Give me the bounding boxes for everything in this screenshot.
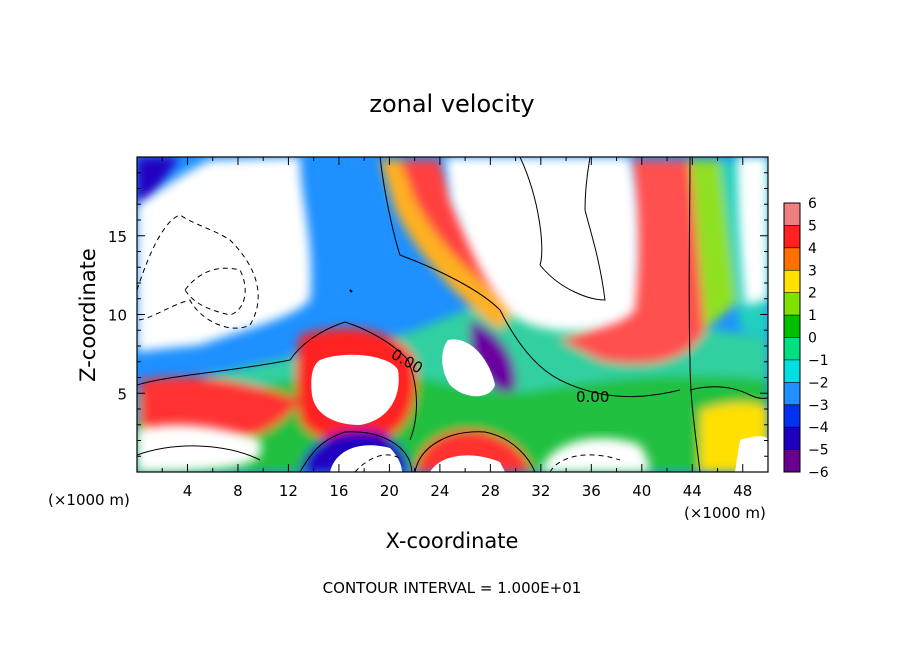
colorbar-swatch — [784, 427, 800, 451]
x-tick-label: 20 — [380, 482, 399, 500]
colorbar-swatch — [784, 359, 800, 383]
x-tick-label: 8 — [233, 482, 243, 500]
x-axis-label: X-coordinate — [386, 529, 519, 553]
colorbar-swatch — [784, 404, 800, 428]
chart-title: zonal velocity — [369, 90, 534, 118]
contour-lines — [137, 157, 768, 472]
colorbar: 6 5 4 3 2 1 0 −1 −2 −3 −4 −5 −6 — [783, 196, 829, 481]
dashed-contours — [137, 214, 621, 472]
x-tick-label: 40 — [632, 482, 651, 500]
colorbar-label: −6 — [808, 465, 829, 481]
y-tick-label: 15 — [108, 228, 127, 246]
colorbar-label: −4 — [808, 420, 829, 436]
colorbar-swatch — [784, 203, 800, 226]
x-tick-label: 12 — [279, 482, 298, 500]
colorbar-label: 2 — [808, 286, 817, 302]
x-multiplier-right: (×1000 m) — [684, 504, 766, 522]
colorbar-swatch — [784, 382, 800, 406]
colorbar-swatch — [784, 315, 800, 338]
x-tick-label: 24 — [430, 482, 449, 500]
x-tick-label: 44 — [683, 482, 702, 500]
x-axis: 4 8 12 16 20 24 28 32 36 40 44 48 — [161, 157, 752, 500]
x-tick-label: 36 — [582, 482, 601, 500]
x-tick-label: 32 — [531, 482, 550, 500]
colorbar-label: 1 — [808, 308, 817, 324]
colorbar-swatch — [784, 225, 800, 249]
colorbar-label: 4 — [808, 241, 817, 257]
x-tick-label: 16 — [329, 482, 348, 500]
colorbar-label: −3 — [808, 398, 829, 414]
x-multiplier-left: (×1000 m) — [48, 491, 130, 509]
colorbar-swatch — [784, 247, 800, 271]
y-tick-label: 10 — [108, 307, 127, 325]
colorbar-label: 3 — [808, 263, 817, 279]
colorbar-swatch — [784, 449, 800, 473]
colorbar-swatch — [784, 337, 800, 361]
x-tick-label: 4 — [183, 482, 193, 500]
colorbar-label: 6 — [808, 196, 817, 212]
colorbar-label: 5 — [808, 218, 817, 234]
contour-interval-note: CONTOUR INTERVAL = 1.000E+01 — [323, 579, 582, 597]
heatmap-field — [137, 157, 768, 472]
colorbar-label: −5 — [808, 443, 829, 459]
contour-label-2: 0.00 — [576, 388, 609, 406]
y-axis: 5 10 15 — [108, 172, 768, 457]
colorbar-swatch — [784, 292, 800, 316]
colorbar-label: −1 — [808, 353, 829, 369]
x-tick-label: 28 — [481, 482, 500, 500]
colorbar-label: −2 — [808, 375, 829, 391]
colorbar-swatch — [784, 270, 800, 294]
y-axis-label: Z-coordinate — [76, 248, 100, 382]
colorbar-label: 0 — [808, 331, 817, 347]
x-tick-label: 48 — [733, 482, 752, 500]
y-tick-label: 5 — [117, 385, 127, 403]
